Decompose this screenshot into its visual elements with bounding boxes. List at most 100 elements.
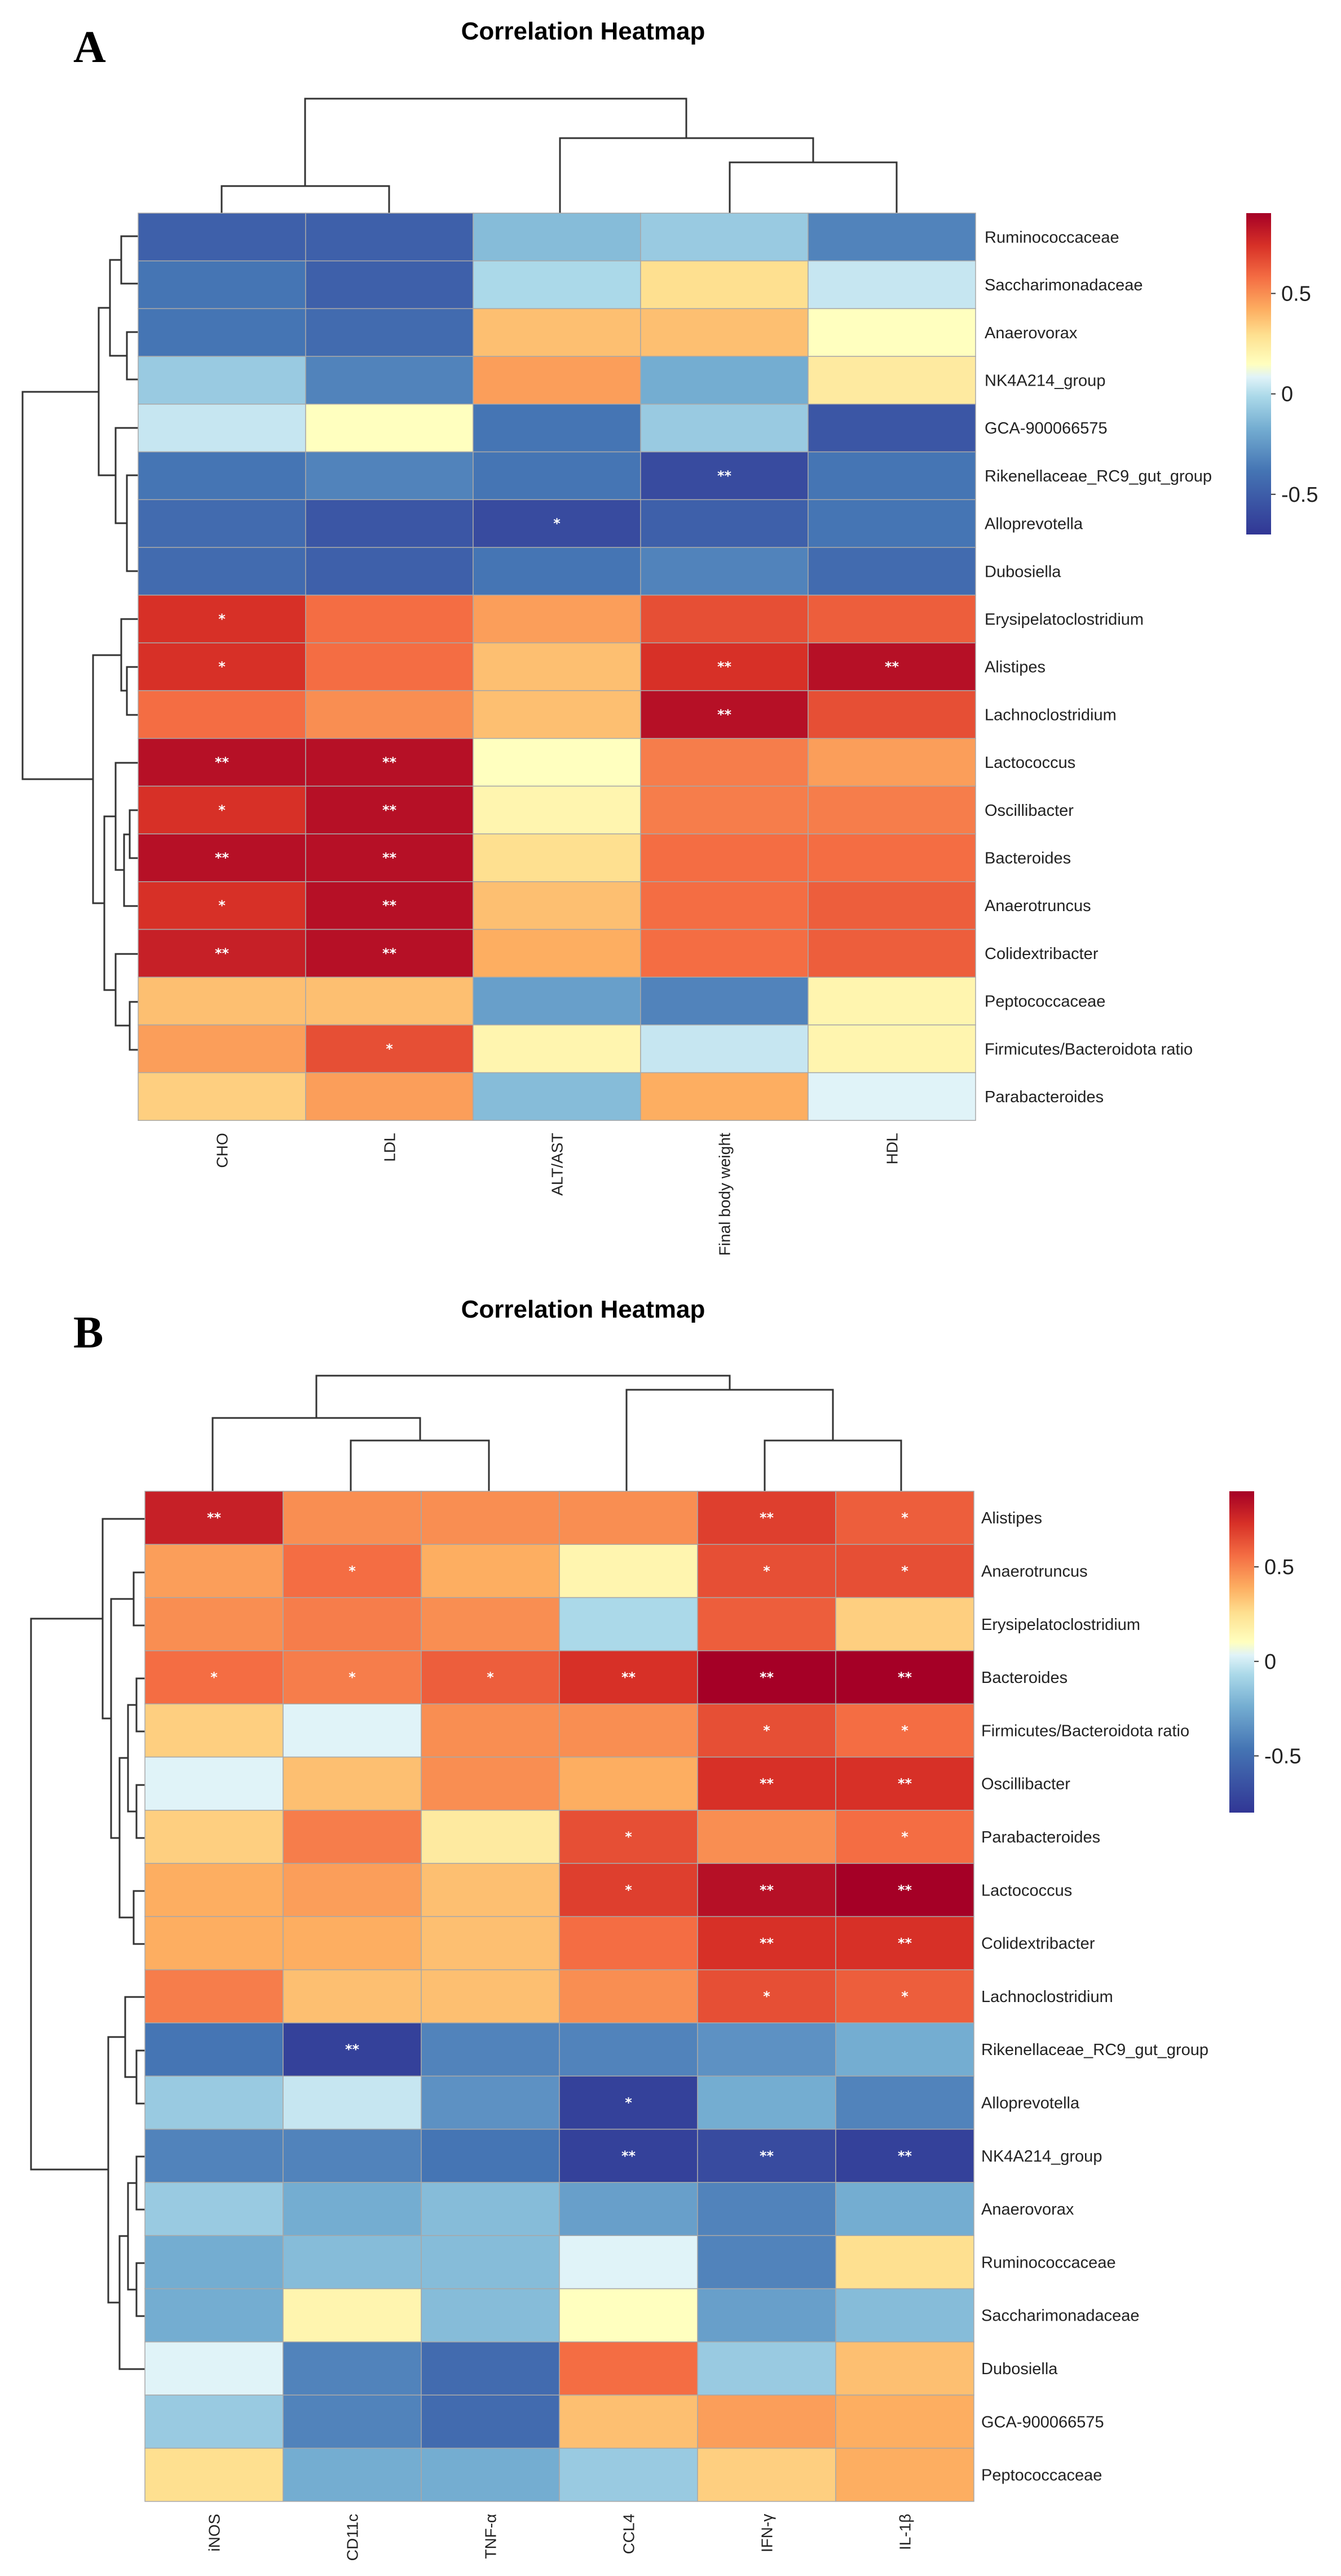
heatmap-cell <box>835 2447 974 2502</box>
legend-tick-label: -0.5 <box>1264 1744 1301 1768</box>
row-label: Erysipelatoclostridium <box>981 1616 1140 1634</box>
heatmap-cell <box>808 785 976 834</box>
heatmap-cell <box>305 1024 474 1073</box>
significance-marker: * <box>901 1722 908 1738</box>
heatmap-cell <box>473 213 641 262</box>
heatmap-cell <box>144 1703 284 1758</box>
column-dendrogram <box>220 98 898 213</box>
dendrogram-branch <box>135 2262 145 2317</box>
legend-tick-label: 0 <box>1281 383 1293 406</box>
heatmap-cell <box>138 547 306 596</box>
row-label: Ruminococcaceae <box>981 2254 1116 2272</box>
significance-marker: ** <box>760 1882 774 1898</box>
significance-marker: ** <box>382 802 397 818</box>
heatmap-cell <box>473 1072 641 1121</box>
heatmap-cell <box>138 499 306 548</box>
heatmap-cell <box>305 785 474 834</box>
row-label: GCA-900066575 <box>981 2413 1104 2431</box>
legend-colorbar <box>1246 213 1271 534</box>
heatmap-cell <box>473 547 641 596</box>
heatmap-cell <box>138 785 306 834</box>
heatmap-cell <box>144 1810 284 1864</box>
dendrogram-branch <box>109 259 127 357</box>
panel-b: B Correlation Heatmap <box>30 1296 1301 2561</box>
heatmap-cell <box>808 213 976 262</box>
heatmap-cell <box>559 1491 698 1545</box>
heatmap-cell <box>421 2394 560 2449</box>
heatmap-cell <box>640 260 809 310</box>
heatmap-cell <box>697 1703 836 1758</box>
row-label: Ruminococcaceae <box>985 228 1119 246</box>
heatmap-cell <box>473 260 641 310</box>
legend-tick-label: 0 <box>1264 1650 1276 1674</box>
row-dendrogram <box>21 235 138 1051</box>
heatmap-cell <box>808 977 976 1026</box>
column-label: CCL4 <box>620 2514 638 2555</box>
row-label: Anaerovorax <box>981 2201 1074 2219</box>
heatmap-cell <box>559 2341 698 2396</box>
significance-marker: ** <box>760 1669 774 1685</box>
heatmap-cell <box>808 308 976 357</box>
heatmap-cell <box>421 1544 560 1598</box>
heatmap-cell <box>138 881 306 930</box>
dendrogram-branch <box>118 1757 134 1919</box>
significance-marker: ** <box>215 850 230 865</box>
significance-marker: * <box>625 1882 632 1898</box>
significance-marker: * <box>625 2095 632 2110</box>
heatmap-cell <box>835 2182 974 2236</box>
row-label: Anaerotruncus <box>985 897 1091 915</box>
significance-marker: ** <box>898 2148 912 2164</box>
heatmap-cell <box>144 2341 284 2396</box>
heatmap-cell <box>421 2447 560 2502</box>
heatmap-cell <box>473 929 641 978</box>
heatmap-cell <box>697 1969 836 2023</box>
heatmap-cell <box>421 2182 560 2236</box>
row-label: GCA-900066575 <box>985 419 1108 438</box>
heatmap-cell <box>640 833 809 882</box>
heatmap-cell <box>835 2128 974 2183</box>
heatmap-cell <box>144 2075 284 2130</box>
dendrogram-branch <box>211 1417 421 1491</box>
heatmap-cell <box>697 2182 836 2236</box>
heatmap-cell <box>305 356 474 405</box>
color-legend: 0.5 0 -0.5 <box>1229 1491 1301 1813</box>
row-label: Anaerovorax <box>985 324 1078 342</box>
row-label: Peptococcaceae <box>981 2467 1102 2485</box>
heatmap-cell <box>559 1703 698 1758</box>
heatmap-cell <box>305 833 474 882</box>
heatmap-cell <box>305 213 474 262</box>
significance-marker: * <box>763 1989 770 2004</box>
heatmap-cell <box>283 1969 422 2023</box>
heatmap-cell <box>835 1650 974 1704</box>
significance-marker: ** <box>760 1776 774 1792</box>
chart-title: Correlation Heatmap <box>461 1296 705 1323</box>
significance-marker: ** <box>621 2148 636 2164</box>
dendrogram-branch <box>559 137 814 213</box>
heatmap-cell <box>559 2128 698 2183</box>
heatmap-cell <box>421 1491 560 1545</box>
row-label: Alistipes <box>981 1509 1042 1527</box>
column-label: HDL <box>884 1133 901 1164</box>
heatmap-cell <box>473 833 641 882</box>
dendrogram-branch <box>107 2036 125 2304</box>
heatmap-cell <box>835 1756 974 1811</box>
heatmap-cell <box>559 2447 698 2502</box>
heatmap-cell <box>559 1544 698 1598</box>
panel-label: A <box>73 23 106 72</box>
heatmap-cell <box>144 1756 284 1811</box>
heatmap-cell <box>640 499 809 548</box>
heatmap-cell <box>473 451 641 500</box>
significance-marker: * <box>218 659 226 675</box>
heatmap-cell <box>640 1024 809 1073</box>
row-label: Bacteroides <box>981 1669 1067 1687</box>
heatmap-cell <box>640 929 809 978</box>
row-label: Erysipelatoclostridium <box>985 611 1144 629</box>
dendrogram-branch <box>124 1996 145 2078</box>
row-label: Firmicutes/Bacteroidota ratio <box>985 1040 1193 1058</box>
column-dendrogram <box>211 1375 902 1491</box>
heatmap-cell <box>473 404 641 453</box>
heatmap-cell <box>421 1703 560 1758</box>
heatmap-cell <box>559 2182 698 2236</box>
heatmap-cell <box>305 594 474 644</box>
